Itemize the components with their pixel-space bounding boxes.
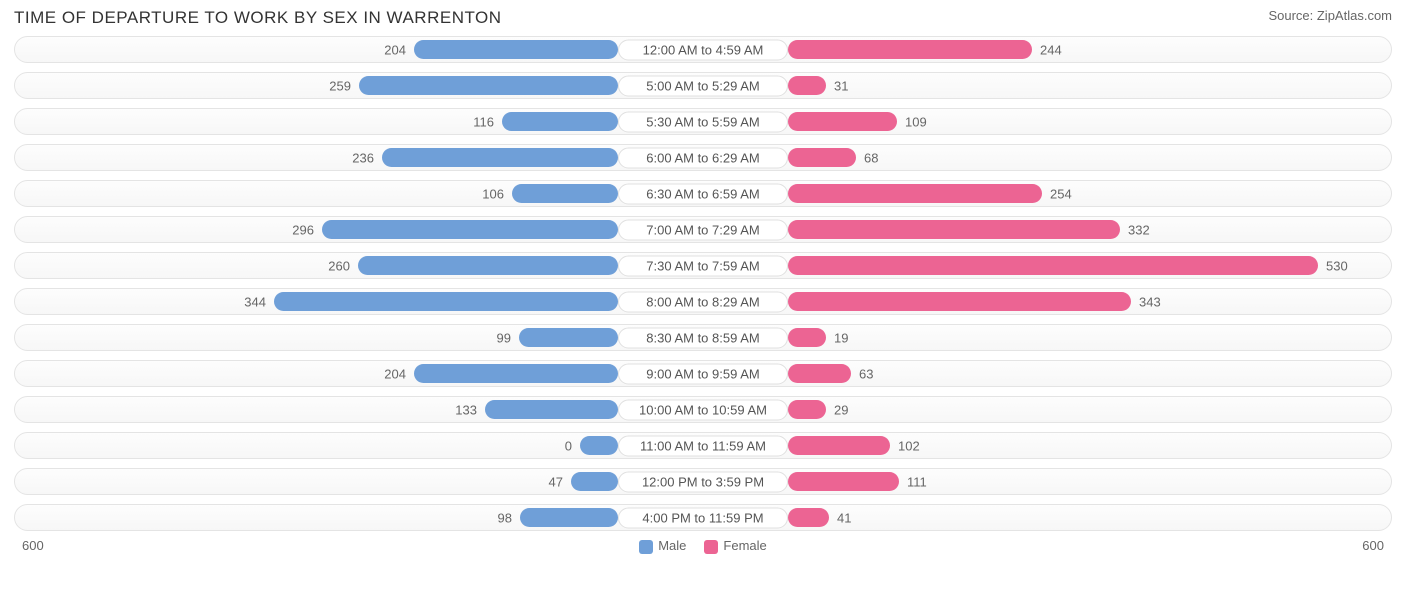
time-range-label: 7:30 AM to 7:59 AM <box>618 255 788 276</box>
chart-row: 7:00 AM to 7:29 AM 296 332 <box>14 216 1392 243</box>
chart-title: TIME OF DEPARTURE TO WORK BY SEX IN WARR… <box>14 8 502 28</box>
female-value: 63 <box>859 366 873 381</box>
time-range-label: 8:30 AM to 8:59 AM <box>618 327 788 348</box>
female-bar <box>788 148 856 167</box>
male-bar <box>520 508 618 527</box>
male-bar <box>580 436 618 455</box>
male-bar <box>512 184 618 203</box>
chart-row: 12:00 AM to 4:59 AM 204 244 <box>14 36 1392 63</box>
male-value: 133 <box>455 402 477 417</box>
legend-male-label: Male <box>658 538 686 553</box>
axis-max-left: 600 <box>22 538 44 553</box>
female-bar <box>788 508 829 527</box>
time-range-label: 11:00 AM to 11:59 AM <box>618 435 788 456</box>
male-value: 106 <box>482 186 504 201</box>
time-range-label: 4:00 PM to 11:59 PM <box>618 507 788 528</box>
male-value: 204 <box>384 366 406 381</box>
time-range-label: 7:00 AM to 7:29 AM <box>618 219 788 240</box>
source-attribution: Source: ZipAtlas.com <box>1268 8 1392 23</box>
male-value: 259 <box>329 78 351 93</box>
female-bar <box>788 472 899 491</box>
male-bar <box>571 472 618 491</box>
male-bar <box>322 220 618 239</box>
male-value: 47 <box>549 474 563 489</box>
female-bar <box>788 328 826 347</box>
time-range-label: 12:00 AM to 4:59 AM <box>618 39 788 60</box>
male-bar <box>359 76 618 95</box>
chart-row: 11:00 AM to 11:59 AM 0 102 <box>14 432 1392 459</box>
female-bar <box>788 292 1131 311</box>
chart-row: 10:00 AM to 10:59 AM 133 29 <box>14 396 1392 423</box>
female-value: 102 <box>898 438 920 453</box>
female-value: 41 <box>837 510 851 525</box>
female-value: 530 <box>1326 258 1348 273</box>
male-value: 296 <box>292 222 314 237</box>
female-bar <box>788 112 897 131</box>
chart-row: 9:00 AM to 9:59 AM 204 63 <box>14 360 1392 387</box>
legend-male: Male <box>639 538 686 554</box>
male-bar <box>414 40 618 59</box>
female-bar <box>788 184 1042 203</box>
female-value: 31 <box>834 78 848 93</box>
chart-row: 12:00 PM to 3:59 PM 47 111 <box>14 468 1392 495</box>
chart-row: 6:30 AM to 6:59 AM 106 254 <box>14 180 1392 207</box>
female-value: 68 <box>864 150 878 165</box>
female-bar <box>788 76 826 95</box>
male-bar <box>414 364 618 383</box>
female-swatch <box>704 540 718 554</box>
male-value: 344 <box>244 294 266 309</box>
time-range-label: 6:30 AM to 6:59 AM <box>618 183 788 204</box>
female-bar <box>788 364 851 383</box>
male-bar <box>382 148 618 167</box>
male-value: 98 <box>498 510 512 525</box>
male-bar <box>519 328 618 347</box>
legend: Male Female <box>639 538 767 554</box>
time-range-label: 9:00 AM to 9:59 AM <box>618 363 788 384</box>
female-bar <box>788 40 1032 59</box>
male-value: 0 <box>565 438 572 453</box>
male-value: 236 <box>352 150 374 165</box>
male-swatch <box>639 540 653 554</box>
time-range-label: 12:00 PM to 3:59 PM <box>618 471 788 492</box>
chart-row: 8:30 AM to 8:59 AM 99 19 <box>14 324 1392 351</box>
female-value: 29 <box>834 402 848 417</box>
chart-row: 8:00 AM to 8:29 AM 344 343 <box>14 288 1392 315</box>
male-value: 99 <box>497 330 511 345</box>
female-value: 254 <box>1050 186 1072 201</box>
chart-row: 5:00 AM to 5:29 AM 259 31 <box>14 72 1392 99</box>
diverging-bar-chart: 12:00 AM to 4:59 AM 204 244 5:00 AM to 5:29… <box>14 36 1392 531</box>
male-value: 116 <box>473 114 494 129</box>
female-value: 109 <box>905 114 927 129</box>
female-value: 244 <box>1040 42 1062 57</box>
chart-row: 6:00 AM to 6:29 AM 236 68 <box>14 144 1392 171</box>
male-value: 260 <box>328 258 350 273</box>
time-range-label: 5:00 AM to 5:29 AM <box>618 75 788 96</box>
chart-row: 5:30 AM to 5:59 AM 116 109 <box>14 108 1392 135</box>
axis-max-right: 600 <box>1362 538 1384 553</box>
time-range-label: 10:00 AM to 10:59 AM <box>618 399 788 420</box>
legend-female: Female <box>704 538 766 554</box>
male-bar <box>358 256 618 275</box>
female-value: 19 <box>834 330 848 345</box>
male-value: 204 <box>384 42 406 57</box>
female-value: 111 <box>907 474 927 489</box>
time-range-label: 6:00 AM to 6:29 AM <box>618 147 788 168</box>
female-bar <box>788 220 1120 239</box>
female-bar <box>788 400 826 419</box>
female-bar <box>788 256 1318 275</box>
male-bar <box>502 112 618 131</box>
legend-female-label: Female <box>723 538 766 553</box>
female-bar <box>788 436 890 455</box>
time-range-label: 5:30 AM to 5:59 AM <box>618 111 788 132</box>
female-value: 332 <box>1128 222 1150 237</box>
chart-row: 4:00 PM to 11:59 PM 98 41 <box>14 504 1392 531</box>
male-bar <box>274 292 618 311</box>
female-value: 343 <box>1139 294 1161 309</box>
male-bar <box>485 400 618 419</box>
chart-row: 7:30 AM to 7:59 AM 260 530 <box>14 252 1392 279</box>
time-range-label: 8:00 AM to 8:29 AM <box>618 291 788 312</box>
